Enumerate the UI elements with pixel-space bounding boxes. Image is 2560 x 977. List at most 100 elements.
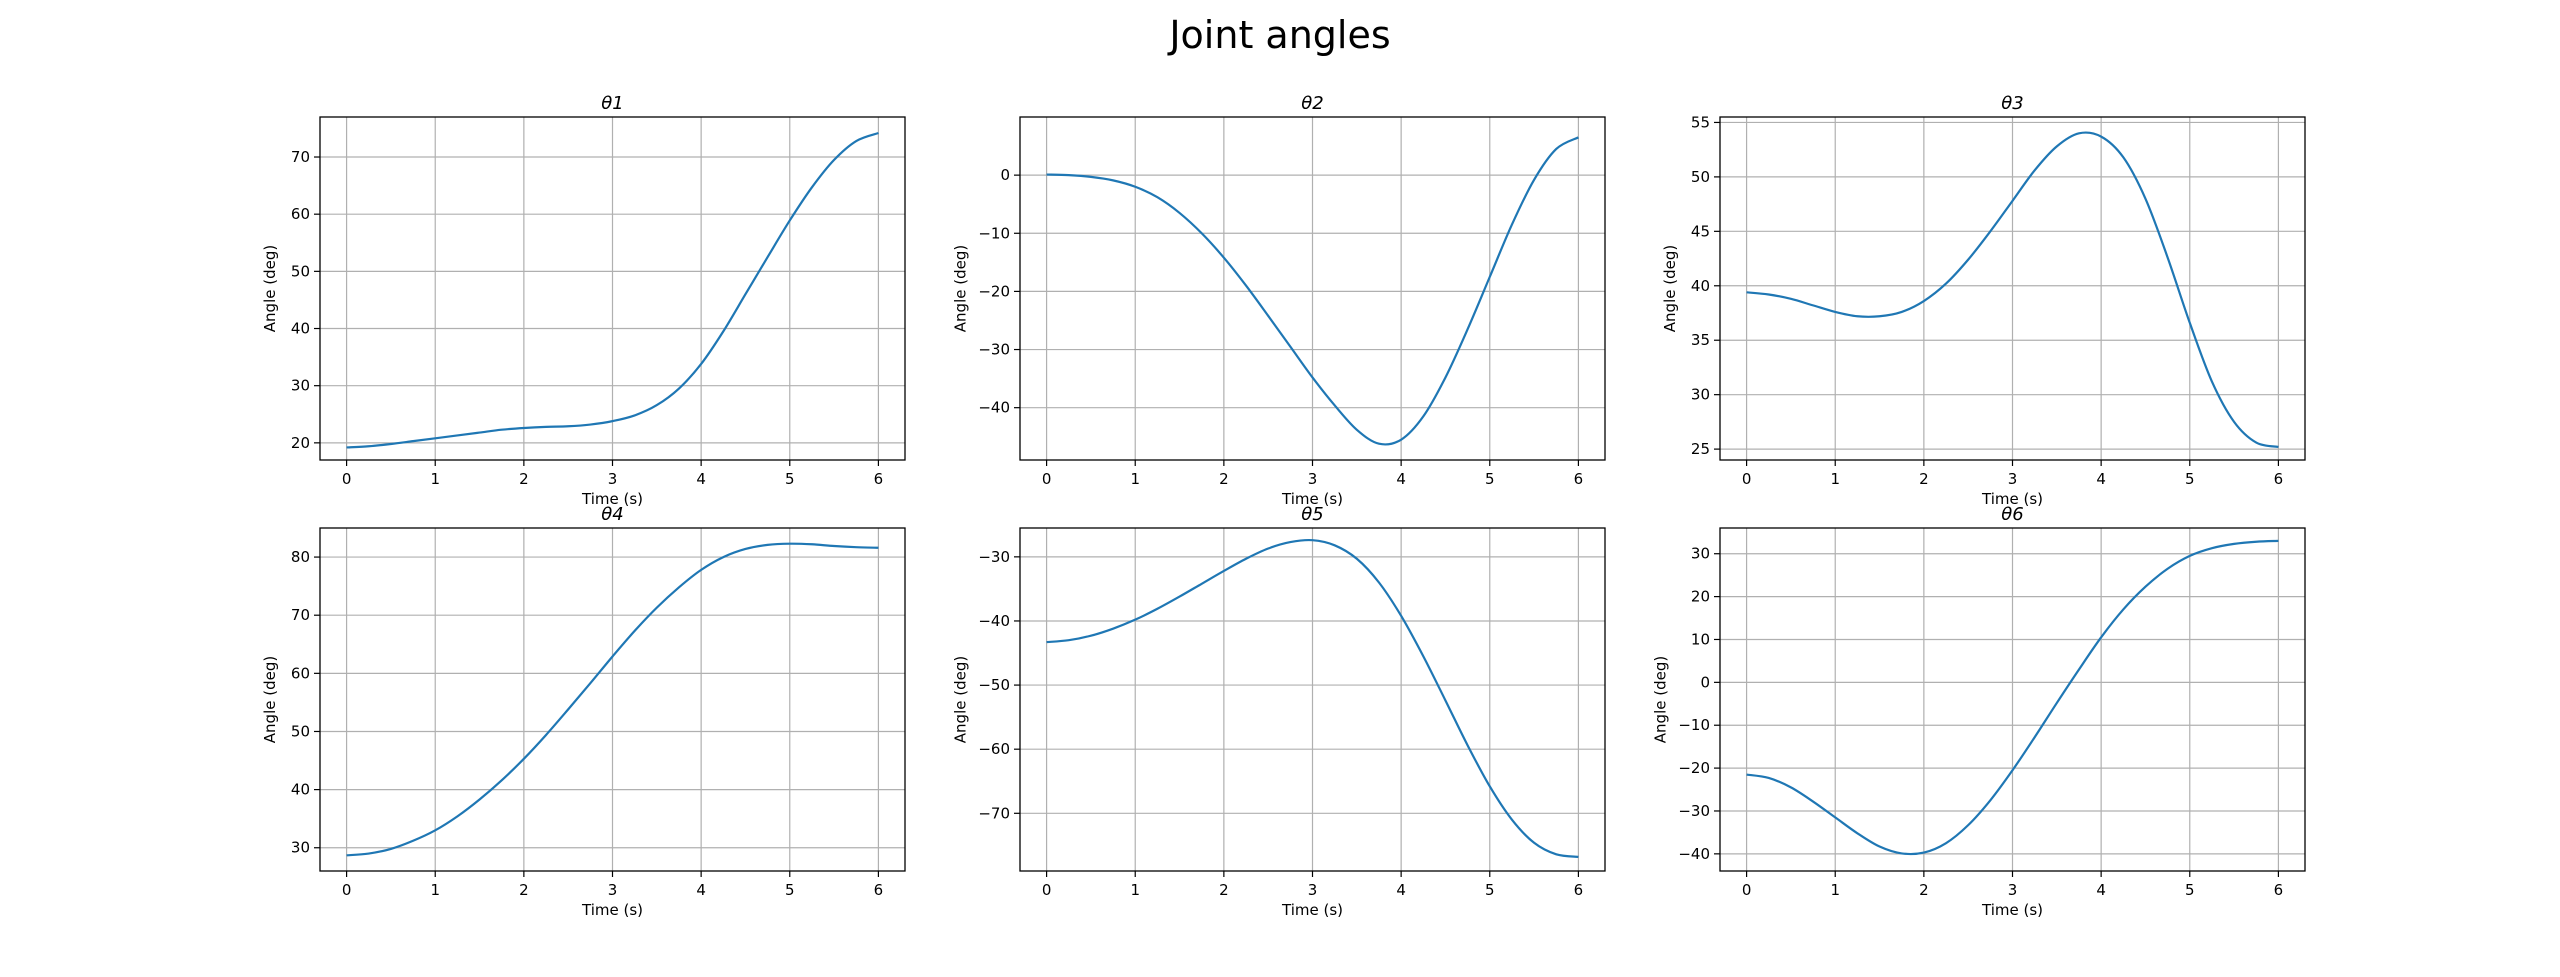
y-tick-label: 40 <box>291 320 310 338</box>
x-tick-label: 3 <box>2008 470 2018 488</box>
y-axis-label: Angle (deg) <box>952 656 970 743</box>
x-tick-label: 1 <box>1830 470 1840 488</box>
y-tick-label: −40 <box>978 612 1010 630</box>
y-tick-label: 40 <box>291 781 310 799</box>
subplot-title-theta4: θ4 <box>601 504 623 525</box>
subplot-theta4: 0 1 2 3 4 5 6 30 40 50 60 70 80 θ4 Time (s) Angle (deg) <box>261 504 906 919</box>
x-axis-label: Time (s) <box>1281 490 1343 508</box>
x-tick-label: 3 <box>608 470 618 488</box>
y-tick-label: −70 <box>978 804 1010 822</box>
x-tick-label: 0 <box>1042 470 1052 488</box>
x-tick-label: 1 <box>1130 470 1140 488</box>
x-tick-label: 0 <box>342 470 352 488</box>
y-tick-label: 20 <box>291 434 310 452</box>
y-tick-label: −30 <box>978 548 1010 566</box>
y-axis-label: Angle (deg) <box>1652 656 1670 743</box>
theta1-series-line <box>346 131 879 449</box>
subplot-title-theta2: θ2 <box>1301 93 1323 114</box>
x-tick-label: 2 <box>519 470 529 488</box>
x-tick-label: 3 <box>608 881 618 899</box>
y-tick-label: −50 <box>978 676 1010 694</box>
x-tick-label: 6 <box>1574 470 1584 488</box>
y-tick-label: 30 <box>1691 386 1710 404</box>
x-tick-label: 6 <box>874 881 884 899</box>
x-tick-label: 4 <box>1396 881 1406 899</box>
y-tick-label: −60 <box>978 740 1010 758</box>
x-tick-label: 1 <box>430 470 440 488</box>
subplot-title-theta6: θ6 <box>2001 504 2023 525</box>
x-tick-label: 5 <box>785 881 795 899</box>
y-tick-label: 40 <box>1691 277 1710 295</box>
y-tick-label: 70 <box>291 606 310 624</box>
y-axis-label: Angle (deg) <box>261 245 279 332</box>
x-tick-label: 1 <box>1830 881 1840 899</box>
y-tick-label: 55 <box>1691 113 1710 131</box>
x-tick-label: 5 <box>1485 470 1495 488</box>
x-tick-label: 2 <box>1219 881 1229 899</box>
x-tick-label: 3 <box>1308 470 1318 488</box>
x-tick-label: 4 <box>2096 881 2106 899</box>
y-tick-label: 60 <box>291 205 310 223</box>
y-tick-label: 50 <box>291 262 310 280</box>
x-tick-label: 0 <box>1742 881 1752 899</box>
x-tick-label: 6 <box>2274 881 2284 899</box>
y-axis-label: Angle (deg) <box>952 245 970 332</box>
y-tick-label: 30 <box>291 839 310 857</box>
theta4-series-line <box>346 542 879 857</box>
y-tick-label: 20 <box>1691 588 1710 606</box>
theta2-series-line <box>1046 136 1579 446</box>
y-tick-label: 0 <box>1700 673 1710 691</box>
x-tick-label: 0 <box>1042 881 1052 899</box>
x-tick-label: 1 <box>1130 881 1140 899</box>
x-axis-label: Time (s) <box>1981 901 2043 919</box>
x-tick-label: 1 <box>430 881 440 899</box>
y-tick-label: −10 <box>1678 716 1710 734</box>
y-tick-label: 0 <box>1000 166 1010 184</box>
x-tick-label: 0 <box>1742 470 1752 488</box>
x-tick-label: 4 <box>2096 470 2106 488</box>
x-tick-label: 6 <box>2274 470 2284 488</box>
subplot-title-theta1: θ1 <box>601 93 623 114</box>
y-axis-label: Angle (deg) <box>261 656 279 743</box>
x-axis-label: Time (s) <box>1981 490 2043 508</box>
y-tick-label: 35 <box>1691 331 1710 349</box>
y-tick-label: 70 <box>291 148 310 166</box>
subplot-theta6: 0 1 2 3 4 5 6 −40 −30 −20 −10 0 10 20 30 θ6 Time (s) Angl… <box>1652 504 2306 919</box>
x-tick-label: 5 <box>2185 881 2195 899</box>
theta5-series-line <box>1046 538 1579 858</box>
y-axis-label: Angle (deg) <box>1661 245 1679 332</box>
subplot-theta5: 0 1 2 3 4 5 6 −70 −60 −50 −40 −30 θ5 Time (s) Angle (d… <box>952 504 1606 919</box>
x-axis-label: Time (s) <box>1281 901 1343 919</box>
x-tick-label: 5 <box>2185 470 2195 488</box>
y-tick-label: −10 <box>978 224 1010 242</box>
y-tick-label: −30 <box>978 341 1010 359</box>
theta6-series-line <box>1746 539 2279 856</box>
figure-title: Joint angles <box>1167 13 1390 57</box>
y-tick-label: 25 <box>1691 440 1710 458</box>
y-tick-label: 50 <box>291 722 310 740</box>
x-tick-label: 5 <box>785 470 795 488</box>
y-tick-label: 45 <box>1691 222 1710 240</box>
y-tick-label: 60 <box>291 664 310 682</box>
y-tick-label: −20 <box>978 282 1010 300</box>
y-tick-label: 10 <box>1691 630 1710 648</box>
x-tick-label: 4 <box>1396 470 1406 488</box>
y-tick-label: 30 <box>291 377 310 395</box>
y-tick-label: −20 <box>1678 759 1710 777</box>
x-tick-label: 2 <box>1219 470 1229 488</box>
x-tick-label: 4 <box>696 470 706 488</box>
subplot-title-theta3: θ3 <box>2001 93 2023 114</box>
y-tick-label: −30 <box>1678 802 1710 820</box>
x-tick-label: 6 <box>874 470 884 488</box>
x-tick-label: 0 <box>342 881 352 899</box>
subplot-theta2: 0 1 2 3 4 5 6 −40 −30 −20 −10 0 θ2 Time (s) Angle (deg… <box>952 93 1606 508</box>
x-tick-label: 3 <box>2008 881 2018 899</box>
x-tick-label: 2 <box>1919 470 1929 488</box>
theta3-series-line <box>1746 131 2279 449</box>
x-tick-label: 3 <box>1308 881 1318 899</box>
x-tick-label: 2 <box>519 881 529 899</box>
x-axis-label: Time (s) <box>581 901 643 919</box>
